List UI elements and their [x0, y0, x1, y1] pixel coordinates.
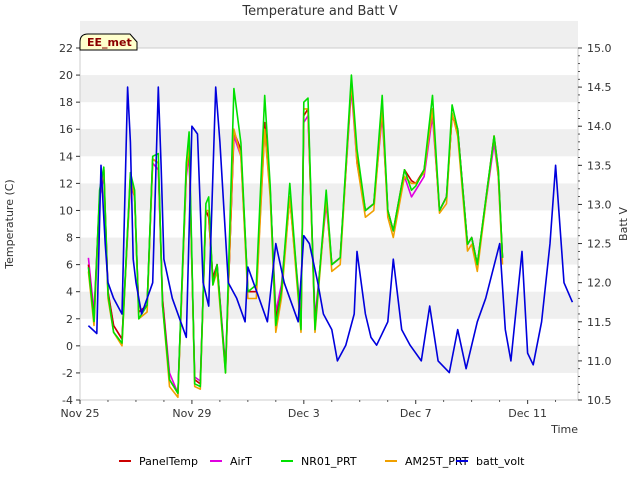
- y-axis-label: Temperature (C): [3, 179, 16, 269]
- y-tick-label: 0: [66, 340, 73, 353]
- legend-label: AirT: [230, 455, 252, 468]
- series-lines: [87, 74, 574, 399]
- x-axis-label: Time: [550, 423, 578, 436]
- series-line-batt-volt: [87, 86, 574, 374]
- chart-title: Temperature and Batt V: [241, 4, 397, 19]
- y2-tick-label: 15.0: [587, 42, 612, 55]
- legend-label: batt_volt: [476, 455, 525, 468]
- x-tick-label: Dec 11: [508, 407, 547, 420]
- y2-tick-label: 14.0: [587, 120, 612, 133]
- legend-label: AM25T_PRT: [405, 455, 469, 468]
- x-tick-label: Dec 3: [288, 407, 320, 420]
- y2-tick-label: 10.5: [587, 394, 612, 407]
- grid-band: [80, 75, 578, 103]
- y-tick-label: 12: [59, 177, 73, 190]
- y-tick-label: 4: [66, 286, 73, 299]
- grid-band: [80, 20, 578, 48]
- y2-tick-label: 12.0: [587, 277, 612, 290]
- badge-text: EE_met: [87, 36, 132, 49]
- x-axis-ticks: Nov 25 Nov 29 Dec 3 Dec 7 Dec 11: [61, 400, 557, 420]
- y-tick-label: 2: [66, 313, 73, 326]
- station-badge: EE_met: [79, 33, 138, 51]
- y-tick-label: 8: [66, 232, 73, 245]
- y2-tick-label: 11.5: [587, 316, 612, 329]
- y-tick-label: -2: [62, 367, 73, 380]
- grid-band: [80, 345, 578, 373]
- legend-label: PanelTemp: [139, 455, 198, 468]
- badge-shape: [79, 33, 138, 51]
- x-tick-label: Dec 7: [400, 407, 432, 420]
- series-line-nr01-prt: [87, 74, 504, 395]
- y-tick-label: 10: [59, 204, 73, 217]
- legend-label: NR01_PRT: [301, 455, 357, 468]
- y2-tick-label: 13.0: [587, 198, 612, 211]
- y-tick-label: 18: [59, 96, 73, 109]
- y2-axis-ticks: 10.5 11.0 11.5 12.0 12.5 13.0 13.5 14.0 14.5 15.0: [578, 42, 612, 407]
- y-tick-label: 22: [59, 42, 73, 55]
- y-axis-ticks: -4 -2 0 2 4 6 8 10 12 14 16 18 20 22: [59, 42, 80, 407]
- legend: PanelTemp AirT NR01_PRT AM25T_PRT batt_volt: [119, 455, 525, 468]
- grid-band: [80, 129, 578, 157]
- y2-tick-label: 14.5: [587, 81, 612, 94]
- x-tick-label: Nov 25: [61, 407, 100, 420]
- y-tick-label: 16: [59, 123, 73, 136]
- background-bands: [80, 20, 578, 373]
- y2-tick-label: 12.5: [587, 238, 612, 251]
- plot-area-frame: [79, 47, 579, 401]
- y-tick-label: -4: [62, 394, 73, 407]
- x-tick-label: Nov 29: [172, 407, 211, 420]
- y2-tick-label: 11.0: [587, 355, 612, 368]
- y2-axis-label: Batt V: [617, 207, 630, 241]
- y-tick-label: 14: [59, 150, 73, 163]
- y-tick-label: 20: [59, 69, 73, 82]
- y2-tick-label: 13.5: [587, 159, 612, 172]
- y-tick-label: 6: [66, 259, 73, 272]
